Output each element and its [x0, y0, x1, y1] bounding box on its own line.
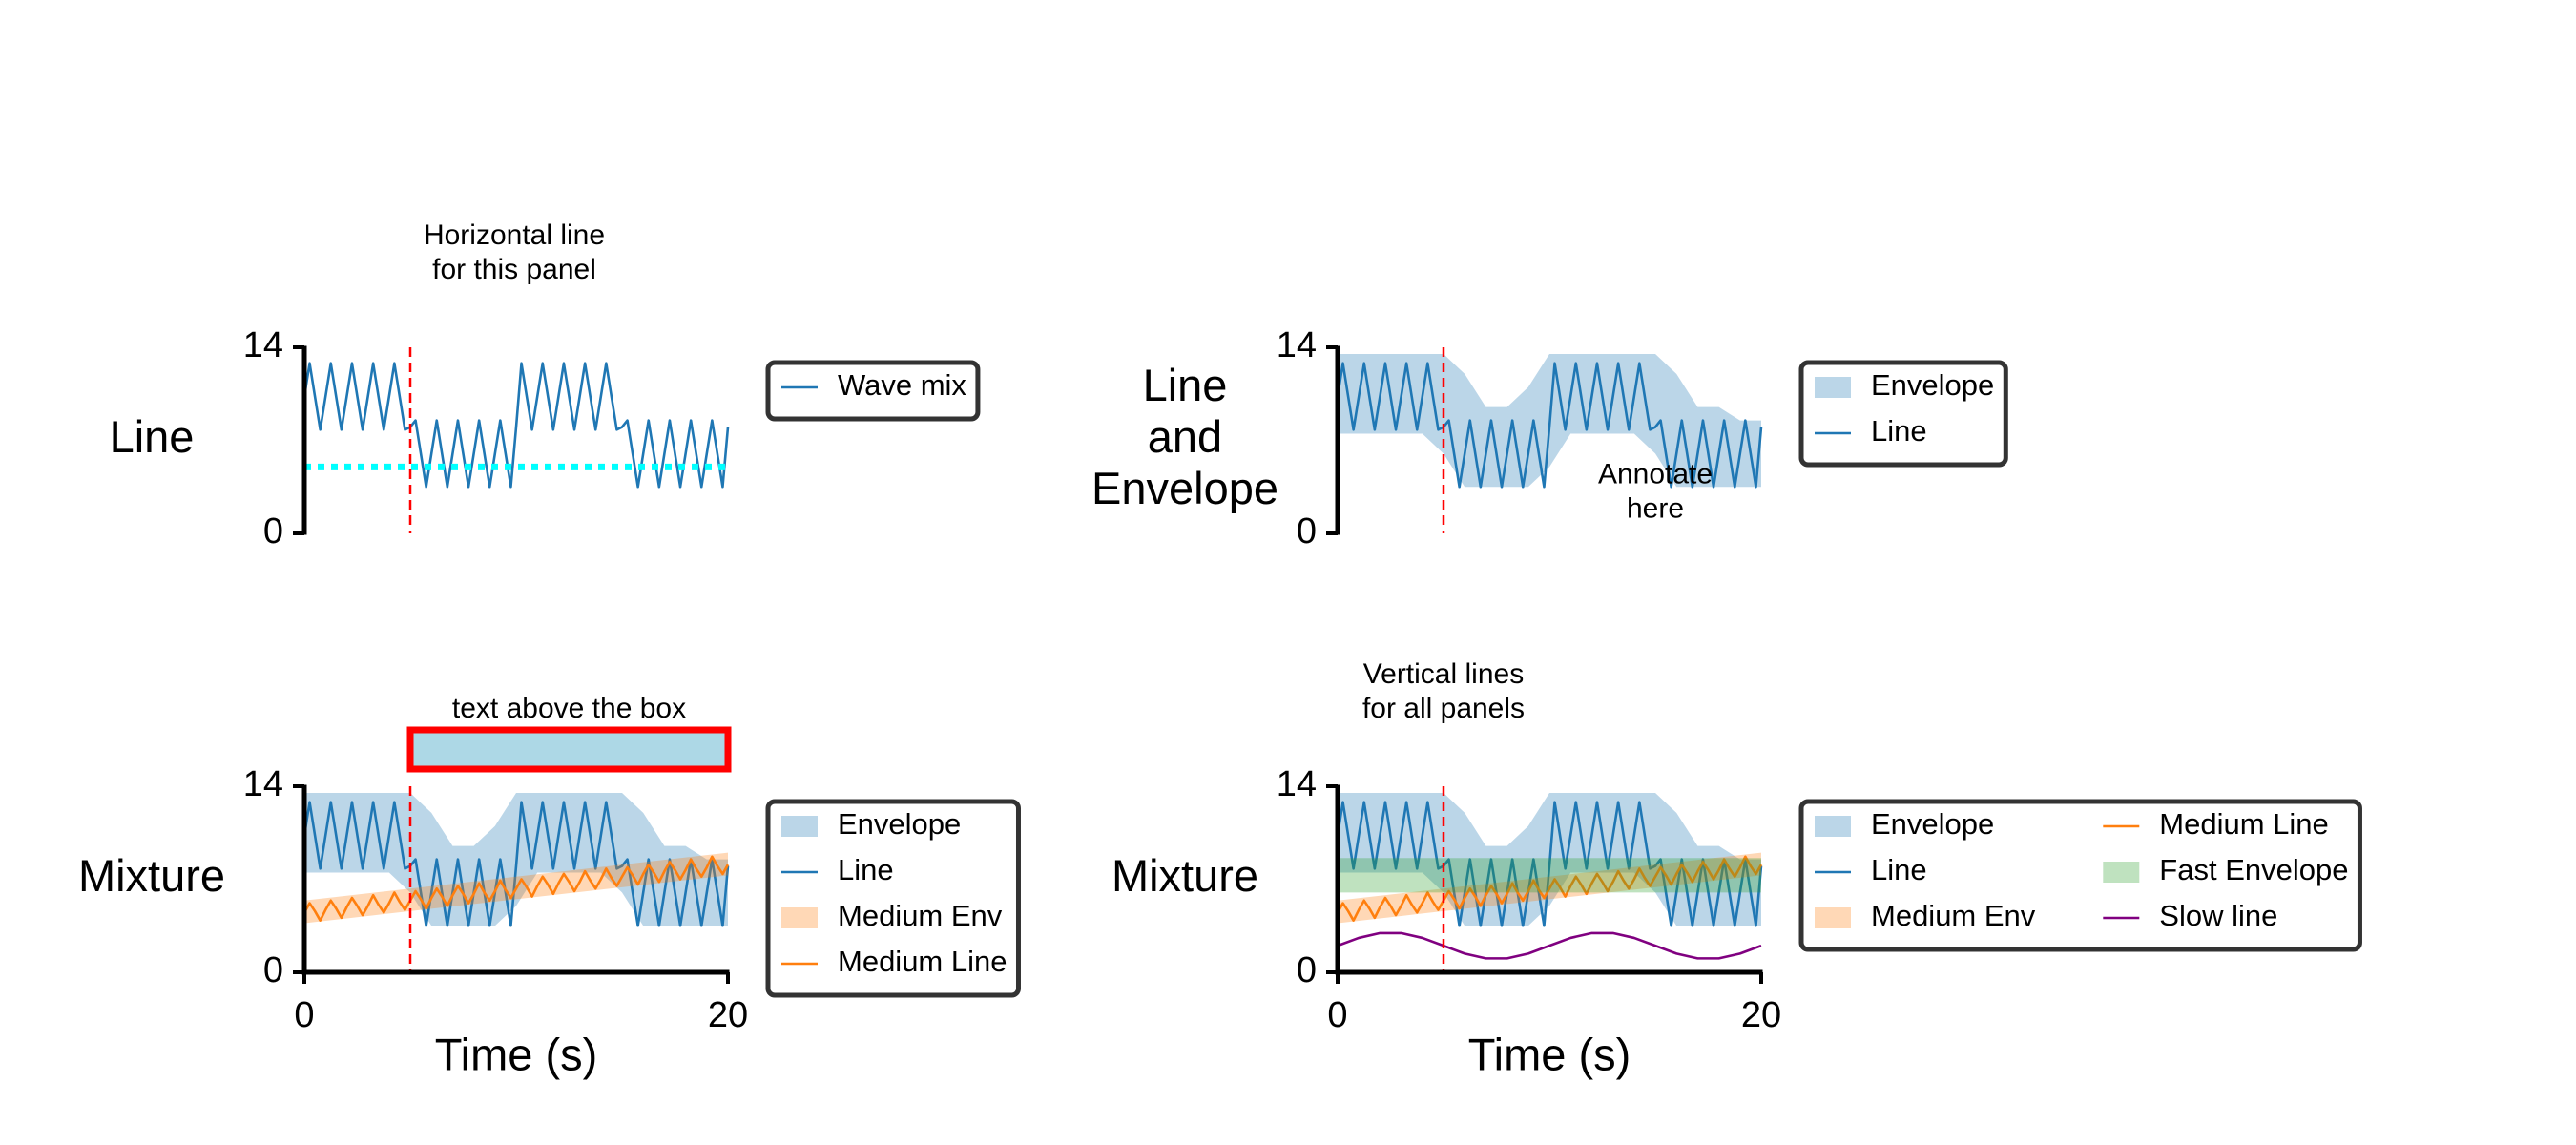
legend-label: Line: [1871, 414, 1927, 448]
legend-label: Wave mix: [838, 368, 966, 402]
y-axis-label: Mixture: [78, 850, 225, 901]
legend-frame: [1798, 360, 2008, 468]
y-axis-label: Mixture: [1111, 850, 1258, 901]
envelope-area: [1338, 858, 1761, 893]
x-axis-label: Time (s): [435, 1029, 598, 1079]
data-line: [1337, 931, 1762, 960]
y-axis-label: Line: [110, 411, 195, 462]
data-line: [1336, 362, 1763, 489]
legend-label: Line: [1871, 853, 1927, 886]
legend: Envelope Line: [1798, 360, 2008, 468]
x-tick-label: 20: [708, 995, 748, 1035]
y-axis-label: and: [1148, 411, 1222, 462]
data-line: [302, 362, 730, 489]
annotation: text above the box: [452, 693, 686, 724]
legend-label: Fast Envelope: [2159, 853, 2348, 886]
annotation: for this panel: [432, 254, 596, 285]
y-tick-label: 14: [243, 325, 283, 365]
x-axis-label: Time (s): [1468, 1029, 1631, 1079]
annotation: Vertical lines: [1363, 658, 1524, 690]
legend-label: Envelope: [838, 807, 961, 841]
legend: Wave mix: [765, 360, 981, 422]
annotation-box: [406, 726, 732, 773]
legend-label: Medium Env: [1871, 899, 2036, 932]
legend-swatch: [1815, 907, 1851, 928]
legend-label: Medium Line: [838, 945, 1007, 978]
legend: Envelope Line Medium Env Medium Line Fast En…: [1798, 799, 2362, 952]
legend-swatch: [781, 907, 818, 928]
x-tick-label: 0: [1327, 995, 1347, 1035]
legend-swatch: [1815, 816, 1851, 837]
legend-label: Slow line: [2159, 899, 2277, 932]
legend-swatch: [2103, 862, 2140, 883]
y-tick-label: 0: [1297, 511, 1317, 552]
x-tick-label: 0: [294, 995, 314, 1035]
annotation: here: [1627, 492, 1684, 524]
legend-swatch: [781, 816, 818, 837]
annotation: Horizontal line: [424, 219, 605, 251]
legend-frame: [1798, 799, 2362, 952]
legend-swatch: [1815, 377, 1851, 398]
y-tick-label: 14: [243, 764, 283, 804]
y-tick-label: 14: [1277, 325, 1317, 365]
data-line: [302, 855, 730, 922]
data-line: [302, 801, 730, 927]
legend-label: Medium Env: [838, 899, 1003, 932]
legend: Envelope Line Medium Env Medium Line: [765, 799, 1021, 998]
y-tick-label: 0: [1297, 950, 1317, 990]
legend-label: Medium Line: [2159, 807, 2328, 841]
annotation: Annotate: [1598, 458, 1713, 489]
legend-frame: [765, 799, 1021, 998]
panel: 0 14 Mixture 0 20 Time (s) text above the box E…: [78, 693, 1021, 1079]
y-tick-label: 0: [263, 950, 283, 990]
y-tick-label: 0: [263, 511, 283, 552]
x-tick-label: 20: [1741, 995, 1781, 1035]
legend-label: Envelope: [1871, 807, 1994, 841]
y-axis-label: Line: [1143, 360, 1228, 410]
y-tick-label: 14: [1277, 764, 1317, 804]
data-line: [1336, 801, 1763, 927]
y-axis-label: Envelope: [1091, 463, 1278, 513]
data-line: [1336, 855, 1763, 922]
legend-label: Envelope: [1871, 368, 1994, 402]
legend-frame: [765, 360, 981, 422]
legend-label: Line: [838, 853, 894, 886]
annotation: for all panels: [1362, 693, 1525, 724]
